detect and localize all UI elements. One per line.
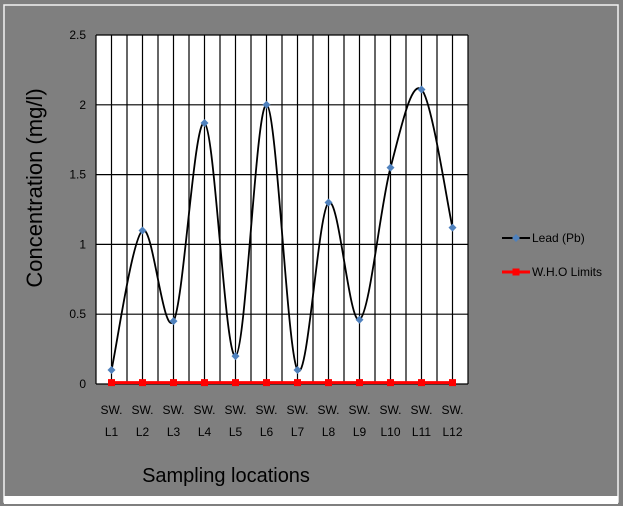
data-point <box>231 352 240 361</box>
series-group <box>107 85 457 387</box>
data-point <box>200 118 209 127</box>
x-tick-label: SW. L2 <box>131 403 153 439</box>
data-point <box>417 85 426 94</box>
data-point <box>139 379 146 387</box>
x-tick-label: SW. L12 <box>441 403 463 439</box>
x-tick-label: SW. L4 <box>193 403 215 439</box>
x-tick-label: SW. L7 <box>286 403 308 439</box>
x-axis-label: Sampling locations <box>142 465 310 487</box>
grid <box>95 34 469 385</box>
y-tick-label: 0 <box>79 377 86 391</box>
data-point <box>201 379 208 387</box>
data-point <box>356 379 363 387</box>
data-point <box>449 379 456 387</box>
data-point <box>386 163 395 172</box>
y-axis-label: Concentration (mg/l) <box>22 88 47 287</box>
x-tick-label: SW. L10 <box>379 403 401 439</box>
data-point <box>294 379 301 387</box>
data-point <box>138 226 147 235</box>
x-tick-label: SW. L1 <box>100 403 122 439</box>
x-tick-labels: SW. L1 SW. L2 SW. L3 SW. L4 SW. L5 SW. L6 SW. L7 SW. L8… <box>100 403 463 439</box>
data-point <box>448 223 457 232</box>
x-tick-label: SW. L11 <box>410 403 432 439</box>
legend-label: Lead (Pb) <box>532 231 585 245</box>
data-point <box>232 379 239 387</box>
data-point <box>169 317 178 326</box>
data-point <box>324 198 333 207</box>
data-point <box>355 315 364 324</box>
x-tick-label: SW. L9 <box>348 403 370 439</box>
y-tick-label: 0.5 <box>69 307 86 321</box>
x-tick-label: SW. L3 <box>162 403 184 439</box>
data-point <box>262 100 271 109</box>
legend-label: W.H.O Limits <box>532 265 602 279</box>
data-point <box>170 379 177 387</box>
y-tick-label: 2.5 <box>69 28 86 42</box>
data-point <box>418 379 425 387</box>
x-tick-label: SW. L5 <box>224 403 246 439</box>
y-tick-labels: 0 0.5 1 1.5 2 2.5 <box>69 28 86 391</box>
y-tick-label: 1.5 <box>69 168 86 182</box>
legend-marker <box>512 268 520 276</box>
data-point <box>293 366 302 375</box>
data-point <box>107 366 116 375</box>
data-point <box>387 379 394 387</box>
data-point <box>108 379 115 387</box>
data-point <box>325 379 332 387</box>
legend-marker <box>512 234 520 242</box>
bottom-strip <box>4 496 618 504</box>
y-tick-label: 2 <box>79 98 86 112</box>
x-tick-label: SW. L8 <box>317 403 339 439</box>
y-tick-label: 1 <box>79 237 86 251</box>
x-tick-label: SW. L6 <box>255 403 277 439</box>
data-point <box>263 379 270 387</box>
legend: Lead (Pb) W.H.O Limits <box>502 231 602 279</box>
